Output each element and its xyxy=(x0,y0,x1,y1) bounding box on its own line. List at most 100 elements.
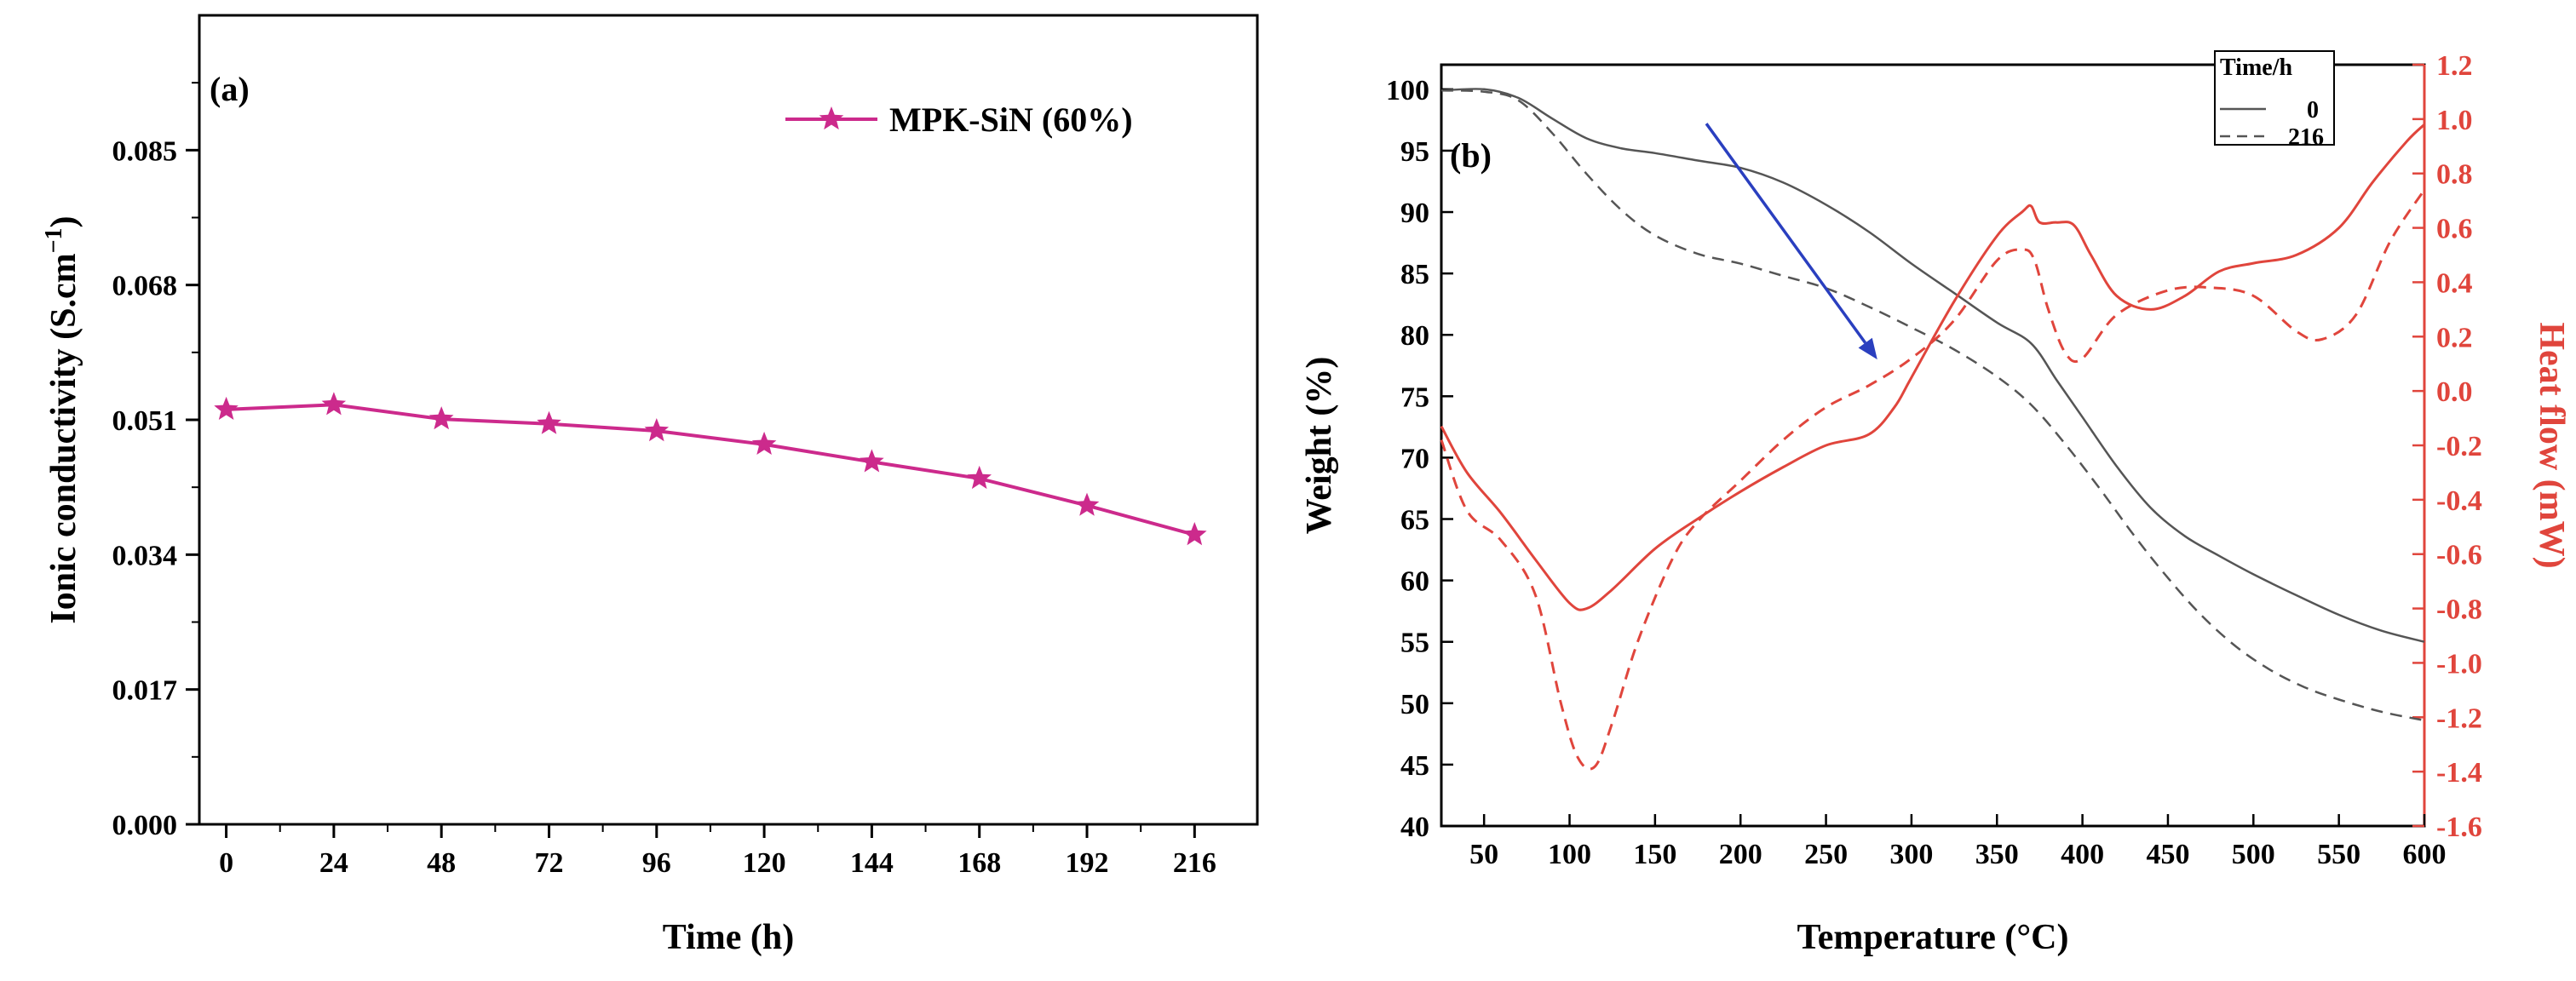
chart-b-y2-tick-label: 0.8 xyxy=(2436,159,2473,191)
chart-b-legend-label-216: 216 xyxy=(2288,124,2324,151)
chart-a-data-point xyxy=(751,431,777,455)
chart-b-plot-frame xyxy=(1440,63,2426,828)
chart-a-x-axis-title: Time (h) xyxy=(663,918,794,957)
chart-a-x-tick-label: 168 xyxy=(957,847,1001,879)
chart-b-x-tick-label: 100 xyxy=(1548,839,1591,870)
chart-a-data-point xyxy=(428,406,454,430)
chart-b-legend-box xyxy=(2214,50,2335,146)
chart-b-y2-axis: -1.6 -1.4 -1.2 -1.0 -0.8 -0.6 -0.4 -0.2 0.0 0.2 0.… xyxy=(2412,50,2482,843)
chart-a-data-point xyxy=(321,392,347,416)
chart-b-x-tick-label: 200 xyxy=(1719,839,1762,870)
chart-b-y-tick-label: 100 xyxy=(1386,75,1429,106)
chart-b-y2-tick-label: 0.4 xyxy=(2436,267,2473,299)
chart-b-y2-tick-label: 0.2 xyxy=(2436,322,2473,353)
chart-a-y-axis: 0.000 0.017 0.034 0.051 0.068 0.085 xyxy=(112,82,199,841)
chart-b-y-tick-label: 65 xyxy=(1400,505,1429,536)
chart-b-y2-tick-label: -0.6 xyxy=(2436,540,2482,571)
chart-a-y-axis-title-close: ) xyxy=(44,215,83,227)
chart-b-arrow xyxy=(1705,123,1877,360)
chart-a: (a) 0 24 48 72 96 120 144 168 192 216 0.0000.0170… xyxy=(41,14,1259,957)
chart-a-data-point xyxy=(860,449,884,473)
chart-a-series-layer xyxy=(214,392,1207,546)
chart-b-arrow-head xyxy=(1858,337,1877,360)
chart-b-series-heat-flow-0h xyxy=(1440,123,2426,611)
chart-b-x-tick-label: 450 xyxy=(2146,839,2189,870)
chart-b-y2-tick-label: 1.2 xyxy=(2436,50,2473,82)
chart-b-y2-tick-label: 0.0 xyxy=(2436,376,2473,408)
chart-a-x-tick-label: 192 xyxy=(1066,847,1109,879)
chart-b-y-tick-label: 55 xyxy=(1400,628,1429,659)
chart-a-x-tick-label: 0 xyxy=(219,847,233,879)
chart-b-y2-tick-label: -0.4 xyxy=(2436,485,2482,517)
chart-a-data-point xyxy=(644,418,670,442)
chart-a-y-axis-title: Ionic conductivity (S.cm−1) xyxy=(41,215,83,623)
chart-b-y-tick-label: 70 xyxy=(1400,443,1429,474)
chart-a-y-tick-label: 0.034 xyxy=(112,540,178,571)
chart-a-legend-star-marker xyxy=(819,106,844,130)
chart-b-arrow-shaft xyxy=(1705,123,1867,344)
chart-b-legend: Time/h 0 216 xyxy=(2214,50,2335,151)
chart-a-y-tick-label: 0.051 xyxy=(112,405,178,437)
chart-a-data-point xyxy=(1074,492,1100,516)
chart-a-data-point xyxy=(537,410,561,434)
chart-a-series-line xyxy=(226,403,1195,536)
chart-b-legend-title: Time/h xyxy=(2220,54,2292,81)
chart-b-y-tick-label: 60 xyxy=(1400,566,1429,598)
chart-b-series-layer xyxy=(1440,88,2426,771)
chart-a-x-tick-label: 72 xyxy=(534,847,563,879)
chart-b: (b) 50 100 150 200 250 300 350 400 450 500 550 600 … xyxy=(1300,50,2571,957)
chart-a-y-axis-title-sup: −1 xyxy=(41,227,67,253)
chart-b-y-tick-label: 45 xyxy=(1400,750,1429,782)
chart-b-y2-tick-label: 1.0 xyxy=(2436,105,2473,136)
chart-b-panel-label: (b) xyxy=(1450,136,1492,175)
chart-a-x-tick-label: 216 xyxy=(1173,847,1216,879)
chart-b-x-axis: 50 100 150 200 250 300 350 400 450 500 550 600 xyxy=(1469,814,2447,870)
chart-b-x-tick-label: 400 xyxy=(2061,839,2104,870)
chart-b-x-tick-label: 600 xyxy=(2403,839,2447,870)
chart-b-y2-tick-label: -0.8 xyxy=(2436,594,2482,626)
chart-b-x-tick-label: 550 xyxy=(2317,839,2360,870)
chart-b-x-tick-label: 300 xyxy=(1889,839,1933,870)
chart-b-series-weight-216h xyxy=(1440,89,2425,722)
chart-a-y-tick-label: 0.068 xyxy=(112,271,178,302)
chart-a-x-tick-label: 96 xyxy=(642,847,671,879)
chart-b-x-axis-title: Temperature (°C) xyxy=(1797,918,2069,957)
chart-b-y2-tick-label: -1.2 xyxy=(2436,703,2482,734)
chart-a-x-axis: 0 24 48 72 96 120 144 168 192 216 xyxy=(219,824,1216,879)
chart-a-x-tick-label: 24 xyxy=(319,847,348,879)
chart-b-y2-tick-label: -0.2 xyxy=(2436,431,2482,462)
chart-a-y-tick-label: 0.085 xyxy=(112,135,178,167)
chart-b-series-weight-0h xyxy=(1440,88,2425,643)
chart-a-x-tick-label: 144 xyxy=(850,847,894,879)
chart-a-x-tick-label: 120 xyxy=(743,847,786,879)
chart-b-y2-tick-label: -1.0 xyxy=(2436,648,2482,680)
chart-b-y-tick-label: 40 xyxy=(1400,812,1429,843)
chart-a-y-tick-label: 0.000 xyxy=(112,810,178,841)
chart-b-x-tick-label: 50 xyxy=(1469,839,1498,870)
chart-b-y-tick-label: 80 xyxy=(1400,320,1429,352)
chart-b-y2-tick-label: 0.6 xyxy=(2436,214,2473,245)
chart-b-y-axis: 40 45 50 55 60 65 70 75 80 85 90 95 100 xyxy=(1386,75,1453,843)
chart-b-y-tick-label: 50 xyxy=(1400,689,1429,720)
chart-b-y2-axis-title: Heat flow (mW) xyxy=(2532,322,2571,568)
chart-b-y-axis-title: Weight (%) xyxy=(1300,357,1339,535)
chart-a-data-point xyxy=(967,465,992,490)
chart-b-y-tick-label: 95 xyxy=(1400,136,1429,168)
chart-b-x-tick-label: 500 xyxy=(2232,839,2275,870)
chart-a-x-tick-label: 48 xyxy=(427,847,456,879)
chart-b-x-tick-label: 150 xyxy=(1633,839,1676,870)
chart-b-y-tick-label: 75 xyxy=(1400,382,1429,413)
chart-a-data-point xyxy=(214,396,239,420)
chart-b-legend-label-0: 0 xyxy=(2307,97,2319,123)
chart-b-y2-tick-label: -1.4 xyxy=(2436,757,2482,789)
chart-b-y2-tick-label: -1.6 xyxy=(2436,812,2482,843)
chart-a-y-tick-label: 0.017 xyxy=(112,675,178,707)
chart-a-y-axis-title-main: Ionic conductivity (S.cm xyxy=(44,253,83,623)
chart-a-panel-label: (a) xyxy=(210,70,250,108)
chart-a-legend: MPK-SiN (60%) xyxy=(785,100,1133,139)
chart-a-data-point xyxy=(1182,522,1207,546)
chart-b-series-heat-flow-216h xyxy=(1440,189,2426,771)
chart-a-legend-label: MPK-SiN (60%) xyxy=(889,100,1133,139)
chart-b-y-tick-label: 90 xyxy=(1400,198,1429,229)
